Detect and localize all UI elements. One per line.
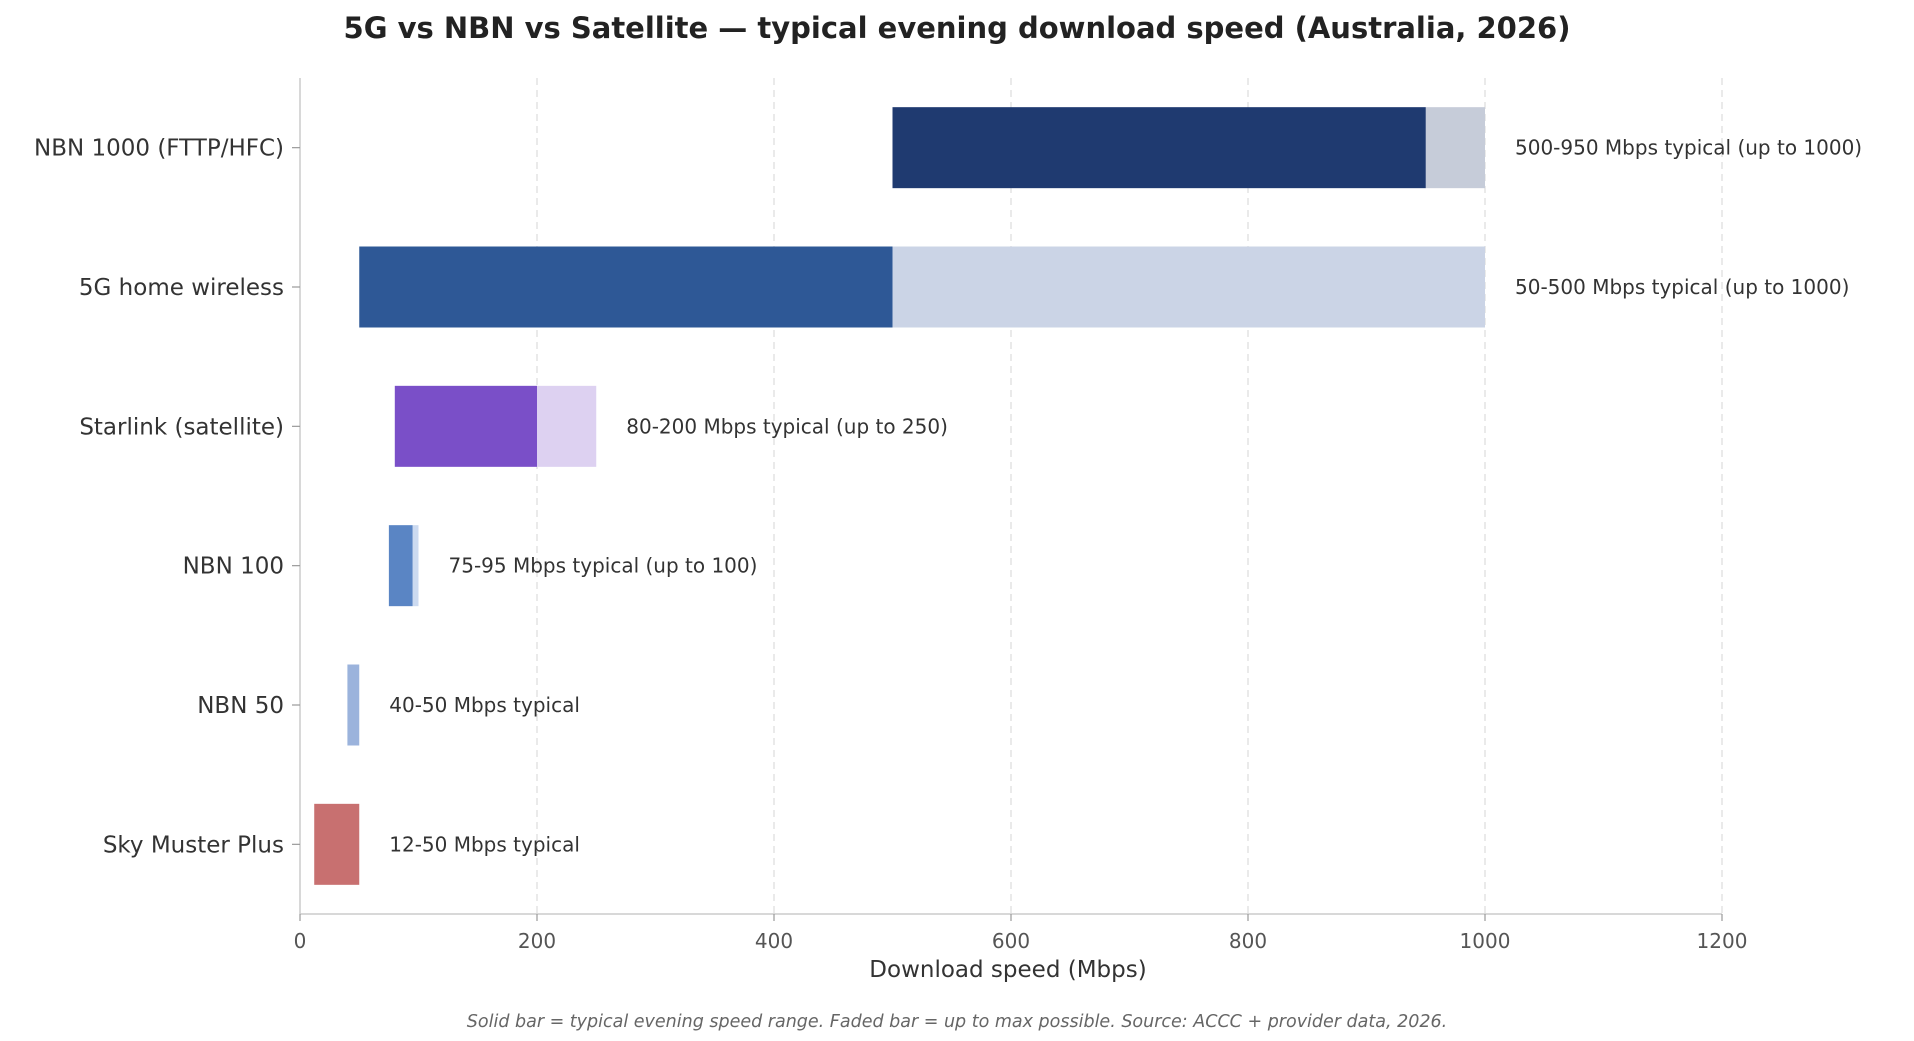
- bar-annotation-1: 50-500 Mbps typical (up to 1000): [1515, 275, 1849, 299]
- bar-annotation-5: 12-50 Mbps typical: [389, 832, 580, 856]
- category-label-0: NBN 1000 (FTTP/HFC): [34, 136, 284, 162]
- grid-lines: [536, 78, 1723, 914]
- x-tick-label-400: 400: [755, 929, 793, 953]
- category-label-4: NBN 50: [197, 693, 284, 719]
- bar-max-1: [892, 246, 1485, 328]
- x-tick-label-1200: 1200: [1697, 929, 1748, 953]
- category-label-5: Sky Muster Plus: [103, 832, 284, 858]
- x-ticks: 0 200 400 600 800 1000 1200: [294, 914, 1748, 953]
- bar-typical-3: [388, 525, 413, 607]
- bar-max-2: [537, 385, 597, 467]
- bar-max-3: [412, 525, 419, 607]
- category-label-3: NBN 100: [183, 554, 284, 580]
- category-label-2: Starlink (satellite): [79, 414, 284, 440]
- bar-annotation-3: 75-95 Mbps typical (up to 100): [449, 554, 758, 578]
- bar-typical-2: [394, 385, 537, 467]
- chart-title: 5G vs NBN vs Satellite — typical evening…: [344, 11, 1571, 45]
- bars: [314, 107, 1485, 885]
- bar-annotations: 500-950 Mbps typical (up to 1000) 50-500 …: [389, 136, 1862, 857]
- category-labels: NBN 1000 (FTTP/HFC) 5G home wireless Starl…: [34, 136, 300, 858]
- x-tick-label-0: 0: [294, 929, 307, 953]
- bar-typical-4: [347, 664, 360, 746]
- bar-annotation-4: 40-50 Mbps typical: [389, 693, 580, 717]
- bar-typical-5: [314, 803, 360, 885]
- bar-typical-1: [359, 246, 893, 328]
- bar-max-0: [1425, 107, 1485, 189]
- x-tick-label-600: 600: [992, 929, 1030, 953]
- x-tick-label-800: 800: [1229, 929, 1267, 953]
- category-label-1: 5G home wireless: [79, 275, 284, 301]
- footnote: Solid bar = typical evening speed range.…: [467, 1012, 1447, 1032]
- bar-annotation-0: 500-950 Mbps typical (up to 1000): [1515, 136, 1862, 160]
- bar-annotation-2: 80-200 Mbps typical (up to 250): [626, 414, 948, 438]
- x-tick-label-1000: 1000: [1460, 929, 1511, 953]
- x-axis-label: Download speed (Mbps): [869, 957, 1146, 983]
- bar-typical-0: [892, 107, 1426, 189]
- x-tick-label-200: 200: [518, 929, 556, 953]
